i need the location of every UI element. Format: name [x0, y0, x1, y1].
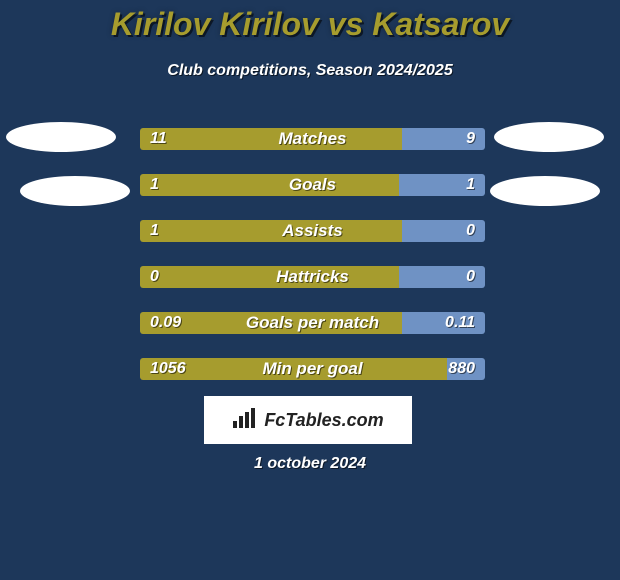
date-text: 1 october 2024	[0, 455, 620, 473]
team-right-oval-2	[490, 176, 600, 206]
stat-bar-left	[140, 174, 399, 196]
stat-row: Goals11	[140, 174, 485, 196]
stat-row: Goals per match0.090.11	[140, 312, 485, 334]
stat-row: Matches119	[140, 128, 485, 150]
stat-bar-right	[399, 174, 485, 196]
stat-bar-left	[140, 220, 402, 242]
stat-bar-right	[402, 312, 485, 334]
stat-bar-left	[140, 266, 399, 288]
page-title: Kirilov Kirilov vs Katsarov	[0, 6, 620, 43]
stat-bar-left	[140, 312, 402, 334]
bar-chart-icon	[232, 407, 258, 434]
fctables-logo: FcTables.com	[204, 396, 412, 444]
team-left-oval-1	[6, 122, 116, 152]
stat-bar-left	[140, 128, 402, 150]
stat-bar-right	[402, 220, 485, 242]
stat-row: Assists10	[140, 220, 485, 242]
stat-row: Hattricks00	[140, 266, 485, 288]
subtitle: Club competitions, Season 2024/2025	[0, 62, 620, 80]
stat-bar-left	[140, 358, 447, 380]
team-left-oval-2	[20, 176, 130, 206]
stat-bar-right	[447, 358, 485, 380]
stat-bar-right	[399, 266, 485, 288]
comparison-bars: Matches119 Goals11 Assists10 Hattricks00 Goa…	[140, 128, 485, 404]
stat-row: Min per goal1056880	[140, 358, 485, 380]
team-right-oval-1	[494, 122, 604, 152]
logo-text: FcTables.com	[264, 410, 383, 431]
stat-bar-right	[402, 128, 485, 150]
